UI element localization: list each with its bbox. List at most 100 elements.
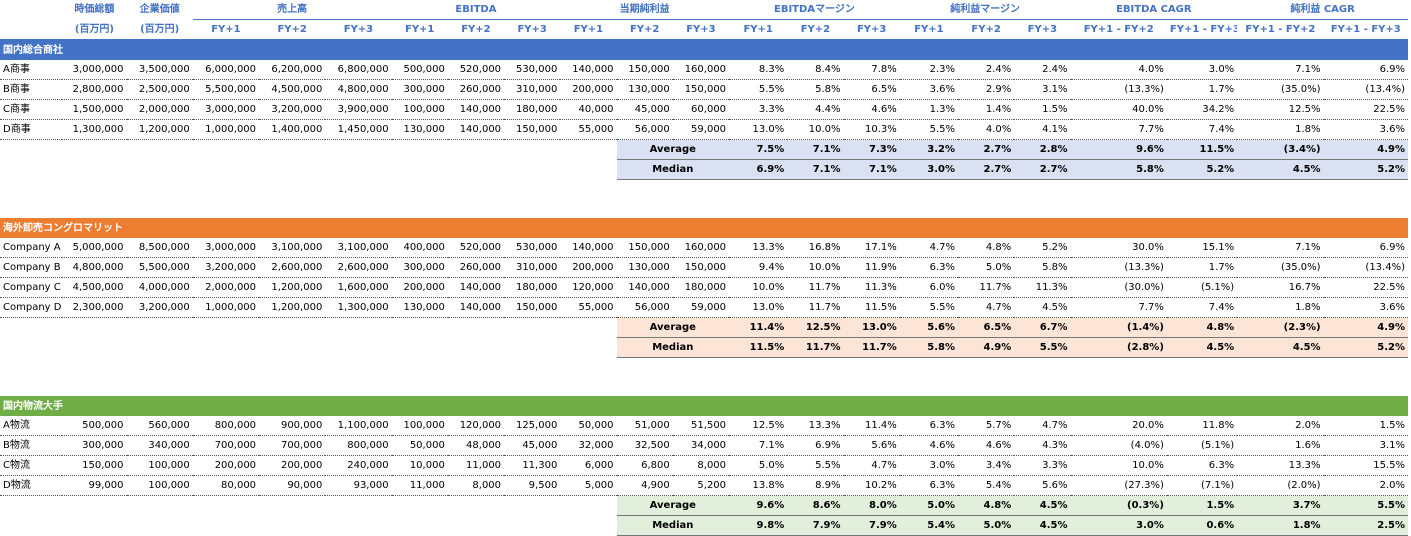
average-value: 9.6% (1070, 139, 1167, 160)
value-cell: 51,500 (672, 416, 730, 436)
value-cell: 2.4% (1014, 60, 1071, 80)
value-cell: 11.7% (787, 297, 844, 318)
value-cell: 1,300,000 (62, 119, 127, 140)
value-cell: 3.4% (958, 455, 1015, 476)
group-header-sales: 売上高 (192, 0, 392, 20)
value-cell: 4.6% (899, 435, 959, 456)
value-cell: 9,500 (504, 475, 561, 496)
fy-subheader: FY+2 (787, 19, 844, 40)
value-cell: 3,200,000 (126, 297, 193, 318)
value-cell: 45,000 (504, 435, 561, 456)
value-cell: 11.8% (1166, 416, 1238, 436)
cagr-subheader: FY+1 - FY+2 (1237, 19, 1324, 40)
value-cell: 55,000 (560, 297, 617, 318)
median-value: 4.5% (1237, 159, 1324, 180)
value-cell: 5,500,000 (126, 257, 193, 278)
value-cell: 10.2% (843, 475, 900, 496)
value-cell: 11.7% (787, 277, 844, 298)
median-value: 2.5% (1323, 515, 1408, 536)
median-value: 11.7% (843, 337, 900, 358)
average-value: 2.8% (1014, 139, 1071, 160)
value-cell: (5.1%) (1166, 277, 1238, 298)
value-cell: 5.5% (729, 79, 788, 100)
cagr-subheader: FY+1 - FY+2 (1070, 19, 1167, 40)
value-cell: 6.5% (843, 79, 900, 100)
average-value: 8.6% (787, 495, 844, 516)
value-cell: 32,000 (560, 435, 617, 456)
value-cell: 9.4% (729, 257, 788, 278)
average-value: (0.3%) (1070, 495, 1167, 516)
value-cell: 5,500,000 (192, 79, 260, 100)
average-value: 6.5% (958, 317, 1015, 338)
value-cell: 6.3% (1166, 455, 1238, 476)
company-name-cell: B物流 (0, 435, 63, 456)
value-cell: 10.0% (729, 277, 788, 298)
value-cell: 200,000 (560, 79, 617, 100)
average-value: 3.2% (899, 139, 959, 160)
value-cell: 4.0% (958, 119, 1015, 140)
value-cell: 48,000 (447, 435, 505, 456)
value-cell: 4,500,000 (62, 277, 127, 298)
value-cell: 520,000 (447, 238, 505, 258)
value-cell: 1,500,000 (62, 99, 127, 120)
value-cell: 310,000 (504, 257, 561, 278)
average-value: 5.5% (1323, 495, 1408, 516)
enterprise-value-header: 企業価値 (139, 4, 180, 16)
value-cell: 1,000,000 (192, 119, 260, 140)
fy-subheader: FY+3 (1014, 19, 1071, 40)
value-cell: 5.6% (843, 435, 900, 456)
value-cell: (13.3%) (1070, 257, 1167, 278)
value-cell: 11.5% (843, 297, 900, 318)
value-cell: 12.5% (729, 416, 788, 436)
value-cell: 150,000 (504, 119, 561, 140)
median-value: 0.6% (1166, 515, 1238, 536)
value-cell: 160,000 (672, 60, 730, 80)
median-value: 1.8% (1237, 515, 1324, 536)
value-cell: 1.6% (1237, 435, 1324, 456)
company-name-cell: A商事 (0, 60, 63, 80)
company-name-cell: D商事 (0, 119, 63, 140)
value-cell: 300,000 (391, 79, 448, 100)
value-cell: 200,000 (391, 277, 448, 298)
value-cell: 11,000 (391, 475, 448, 496)
value-cell: 5.0% (729, 455, 788, 476)
value-cell: 16.8% (787, 238, 844, 258)
value-cell: 100,000 (126, 455, 193, 476)
value-cell: 160,000 (672, 238, 730, 258)
average-value: 4.8% (958, 495, 1015, 516)
company-name-cell: B商事 (0, 79, 63, 100)
median-value: 3.0% (1070, 515, 1167, 536)
value-cell: 22.5% (1323, 99, 1408, 120)
value-cell: 200,000 (259, 455, 326, 476)
section-header: 海外卸売コングロマリット (0, 218, 1408, 238)
median-value: 9.8% (729, 515, 788, 536)
value-cell: 11.9% (843, 257, 900, 278)
value-cell: (13.3%) (1070, 79, 1167, 100)
value-cell: 6.0% (899, 277, 959, 298)
value-cell: 10.0% (787, 119, 844, 140)
value-cell: (4.0%) (1070, 435, 1167, 456)
value-cell: 2,000,000 (126, 99, 193, 120)
value-cell: (30.0%) (1070, 277, 1167, 298)
value-cell: 3.6% (1323, 119, 1408, 140)
value-cell: 8.9% (787, 475, 844, 496)
median-value: 7.1% (787, 159, 844, 180)
average-value: 11.5% (1166, 139, 1238, 160)
median-value: 4.5% (1014, 515, 1071, 536)
median-value: 2.7% (1014, 159, 1071, 180)
fy-subheader: FY+1 (729, 19, 788, 40)
value-cell: 1,300,000 (325, 297, 392, 318)
median-value: 2.7% (958, 159, 1015, 180)
value-cell: 150,000 (672, 79, 730, 100)
average-value: 4.5% (1014, 495, 1071, 516)
value-cell: 4.6% (958, 435, 1015, 456)
median-row: Median 6.9% 7.1% 7.1% 3.0% 2.7% 2.7% 5.8% 5.2% 4.… (0, 159, 1408, 180)
value-cell: 2.0% (1237, 416, 1324, 436)
median-value: 5.5% (1014, 337, 1071, 358)
value-cell: 56,000 (616, 119, 673, 140)
value-cell: (13.4%) (1323, 257, 1408, 278)
value-cell: 150,000 (62, 455, 127, 476)
value-cell: 34.2% (1166, 99, 1238, 120)
section-title: 国内物流大手 (0, 396, 1408, 416)
